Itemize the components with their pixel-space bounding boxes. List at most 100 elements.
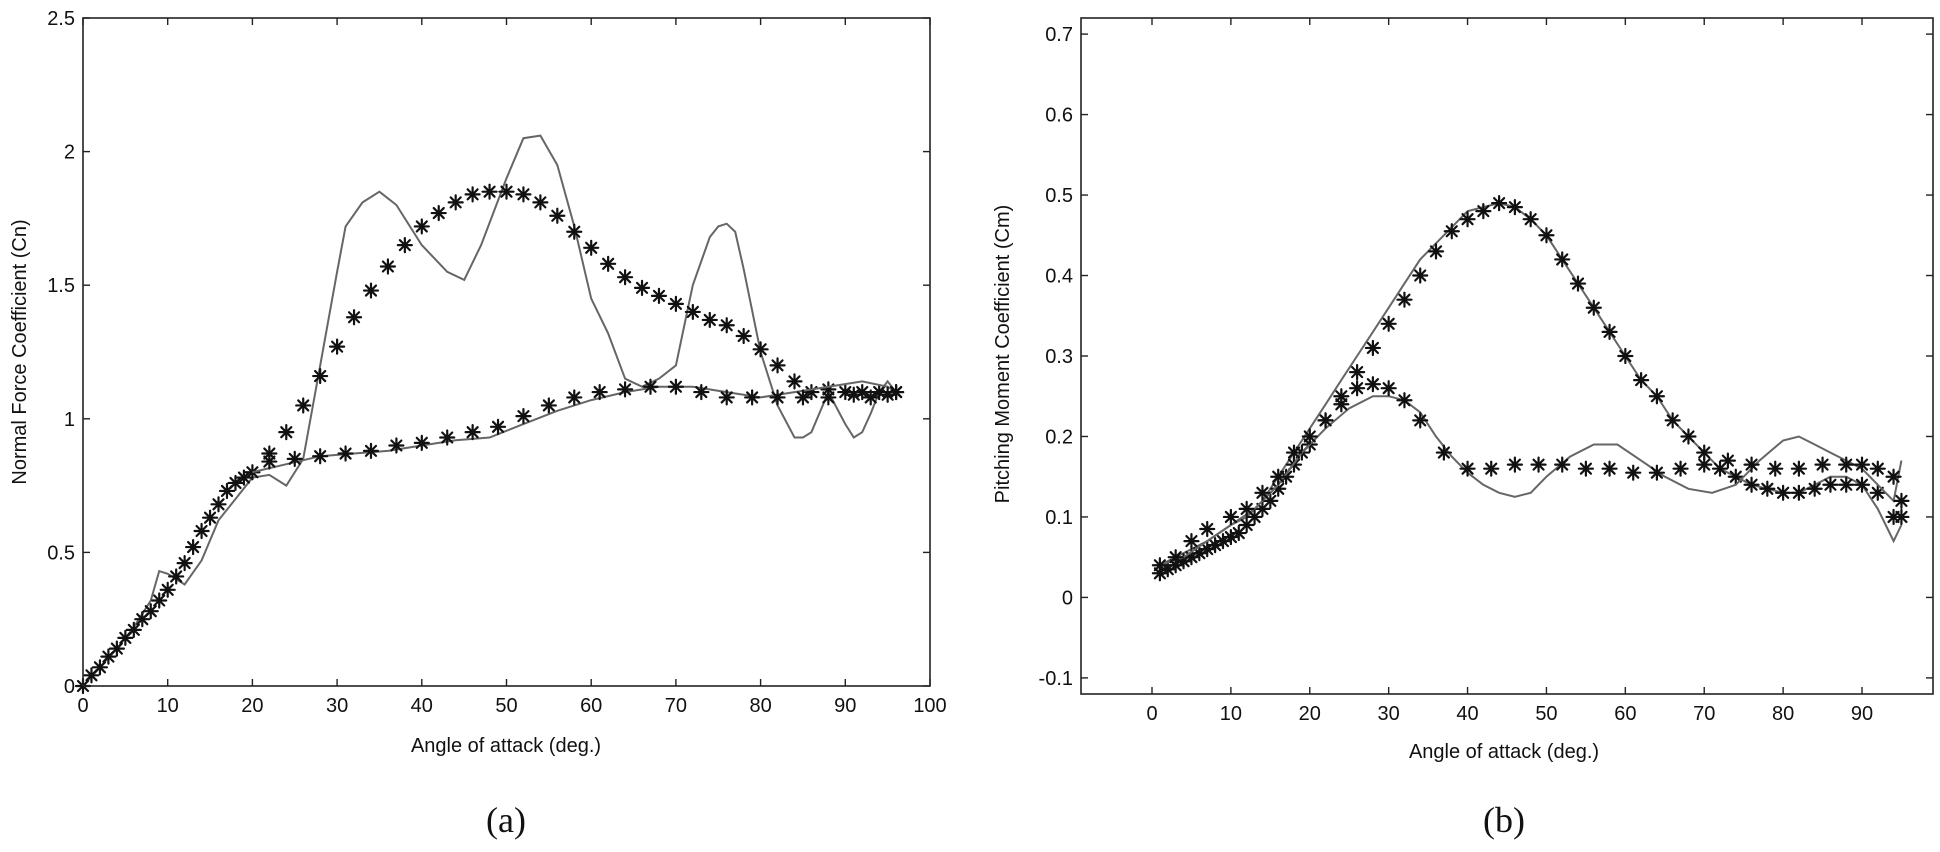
chart-b-marks <box>1151 194 1910 582</box>
chart-a-xtick-label: 0 <box>77 695 88 717</box>
chart-a-series-1-point <box>176 554 193 572</box>
chart-b-series-1-point <box>1633 372 1650 389</box>
chart-b-series-3-point <box>1301 428 1318 445</box>
chart-a-series-3-point <box>888 383 905 401</box>
chart-a-series-1-point <box>633 279 651 296</box>
chart-a-series-1-point <box>735 327 752 345</box>
chart-a-xtick-label: 70 <box>665 695 687 717</box>
chart-a-series-1-point <box>684 303 701 321</box>
chart-a-series-3-point <box>591 383 608 401</box>
chart-b-series-3-point <box>1254 484 1271 501</box>
chart-a-series-1-point <box>91 659 109 676</box>
chart-b-axes-box <box>1080 17 1934 695</box>
chart-b-series-1-point <box>1554 251 1571 268</box>
chart-b-series-1-point <box>1412 267 1429 284</box>
chart-b-series-1-point <box>1585 299 1602 316</box>
chart-b-ytick-label: 0.2 <box>1045 426 1073 448</box>
chart-a-series-1-point <box>549 207 566 224</box>
chart-a-series-1-point <box>515 186 532 203</box>
chart-b-series-3-point <box>1364 376 1381 393</box>
chart-a-axes-box <box>82 17 931 687</box>
chart-b-series-1-point <box>1522 211 1539 228</box>
chart-a-xtick-label: 80 <box>749 695 771 717</box>
chart-b-series-1-point <box>1569 275 1587 292</box>
chart-a-ytick-label: 0 <box>64 676 75 698</box>
chart-a-ytick-label: 2 <box>64 142 75 164</box>
chart-a-series-1-point <box>718 317 735 334</box>
chart-b-series-3-point <box>1183 532 1200 550</box>
chart-a-series-3-point <box>820 389 837 406</box>
chart-a-marks <box>74 134 905 695</box>
chart-a-xtick-label: 100 <box>913 695 946 717</box>
chart-b-series-1-point <box>1696 444 1713 461</box>
chart-a-series-1-point <box>650 287 668 304</box>
chart-panel-b: 0 10 20 30 40 50 60 70 80 90 -0.1 0 0.1 0.2 0.3 0.4 0.5 0… <box>992 17 1934 840</box>
chart-b-series-3-point <box>1435 444 1452 461</box>
chart-a-series-0-line <box>82 134 897 687</box>
chart-a-series-1-point <box>168 568 185 585</box>
chart-a-xtick-label: 50 <box>495 695 517 717</box>
chart-b-series-1-point <box>1853 476 1871 493</box>
chart-b-series-3-point <box>1719 452 1736 469</box>
chart-b-ytick-label: 0.6 <box>1045 105 1073 127</box>
chart-b-series-1-point <box>1475 203 1492 220</box>
chart-a-series-1-point <box>100 648 117 665</box>
chart-a-series-3-point <box>744 389 761 406</box>
chart-b-series-3-point <box>1893 492 1910 509</box>
chart-a-series-3-point <box>566 389 583 406</box>
chart-b-series-3-point <box>1285 444 1303 461</box>
chart-a-xtick-label: 10 <box>157 695 179 717</box>
chart-a-series-1-point <box>244 464 261 481</box>
chart-a-xtick-label: 60 <box>580 695 602 717</box>
chart-a-series-1-point <box>430 204 447 222</box>
chart-a-series-1-point <box>151 592 168 609</box>
chart-a-series-1-point <box>210 496 227 513</box>
chart-a-ytick-label: 0.5 <box>47 542 75 564</box>
chart-b-series-2-line <box>1159 395 1903 567</box>
chart-a-series-3-point <box>439 429 456 446</box>
chart-b-series-1-point <box>1648 388 1665 405</box>
chart-a-series-3-point <box>794 389 812 406</box>
chart-a-series-1-point <box>616 269 634 286</box>
chart-b-series-1-point <box>1822 476 1839 493</box>
chart-a-ytick-label: 1 <box>64 409 75 431</box>
chart-b-xtick-label: 70 <box>1693 703 1715 725</box>
chart-a-series-1-point <box>201 509 219 526</box>
chart-b-series-1-point <box>1459 211 1476 228</box>
chart-a-series-3-point <box>312 448 329 465</box>
chart-b-ytick-label: 0.5 <box>1045 185 1073 207</box>
chart-a-series-1-point <box>193 522 210 540</box>
chart-b-series-3-point <box>1270 468 1287 485</box>
chart-b-series-3-point <box>1380 380 1397 397</box>
chart-a-ytick-label: 1.5 <box>47 275 75 297</box>
chart-a-series-3-point <box>464 424 481 441</box>
chart-b-series-3-point <box>1743 456 1760 473</box>
chart-b-series-1-point <box>1443 223 1460 240</box>
chart-b-series-1-point <box>1506 199 1523 216</box>
chart-b-series-1-point <box>1617 347 1634 365</box>
chart-b-series-1-point <box>1601 323 1618 340</box>
chart-a-series-1-point <box>396 237 413 254</box>
chart-a-series-3-point <box>337 445 354 462</box>
chart-a-series-1-point <box>566 223 583 240</box>
chart-b-xtick-label: 80 <box>1772 703 1794 725</box>
chart-a-series-1-point <box>481 183 498 200</box>
chart-a-series-1-point <box>447 194 464 211</box>
chart-b-series-1-point <box>1790 484 1807 501</box>
chart-a-series-3-point <box>718 389 735 406</box>
chart-b-series-1-point <box>1727 468 1744 485</box>
chart-b-series-0-line <box>1159 202 1903 567</box>
chart-b-ytick-label: 0 <box>1062 587 1073 609</box>
chart-b-series-1-point <box>1664 412 1681 429</box>
chart-a-series-1-point <box>752 341 769 358</box>
chart-b-series-3-point <box>1577 460 1594 477</box>
chart-a-series-3-markers <box>261 378 905 470</box>
chart-b-series-1-point <box>1427 243 1445 260</box>
chart-b-series-1-point <box>1680 428 1697 445</box>
chart-b-series-3-point <box>1767 460 1784 477</box>
chart-a-series-1-point <box>362 282 380 299</box>
chart-b-series-3-point <box>1317 412 1334 429</box>
chart-b-series-3-point <box>1151 557 1168 574</box>
chart-a-series-1-point <box>379 258 397 275</box>
